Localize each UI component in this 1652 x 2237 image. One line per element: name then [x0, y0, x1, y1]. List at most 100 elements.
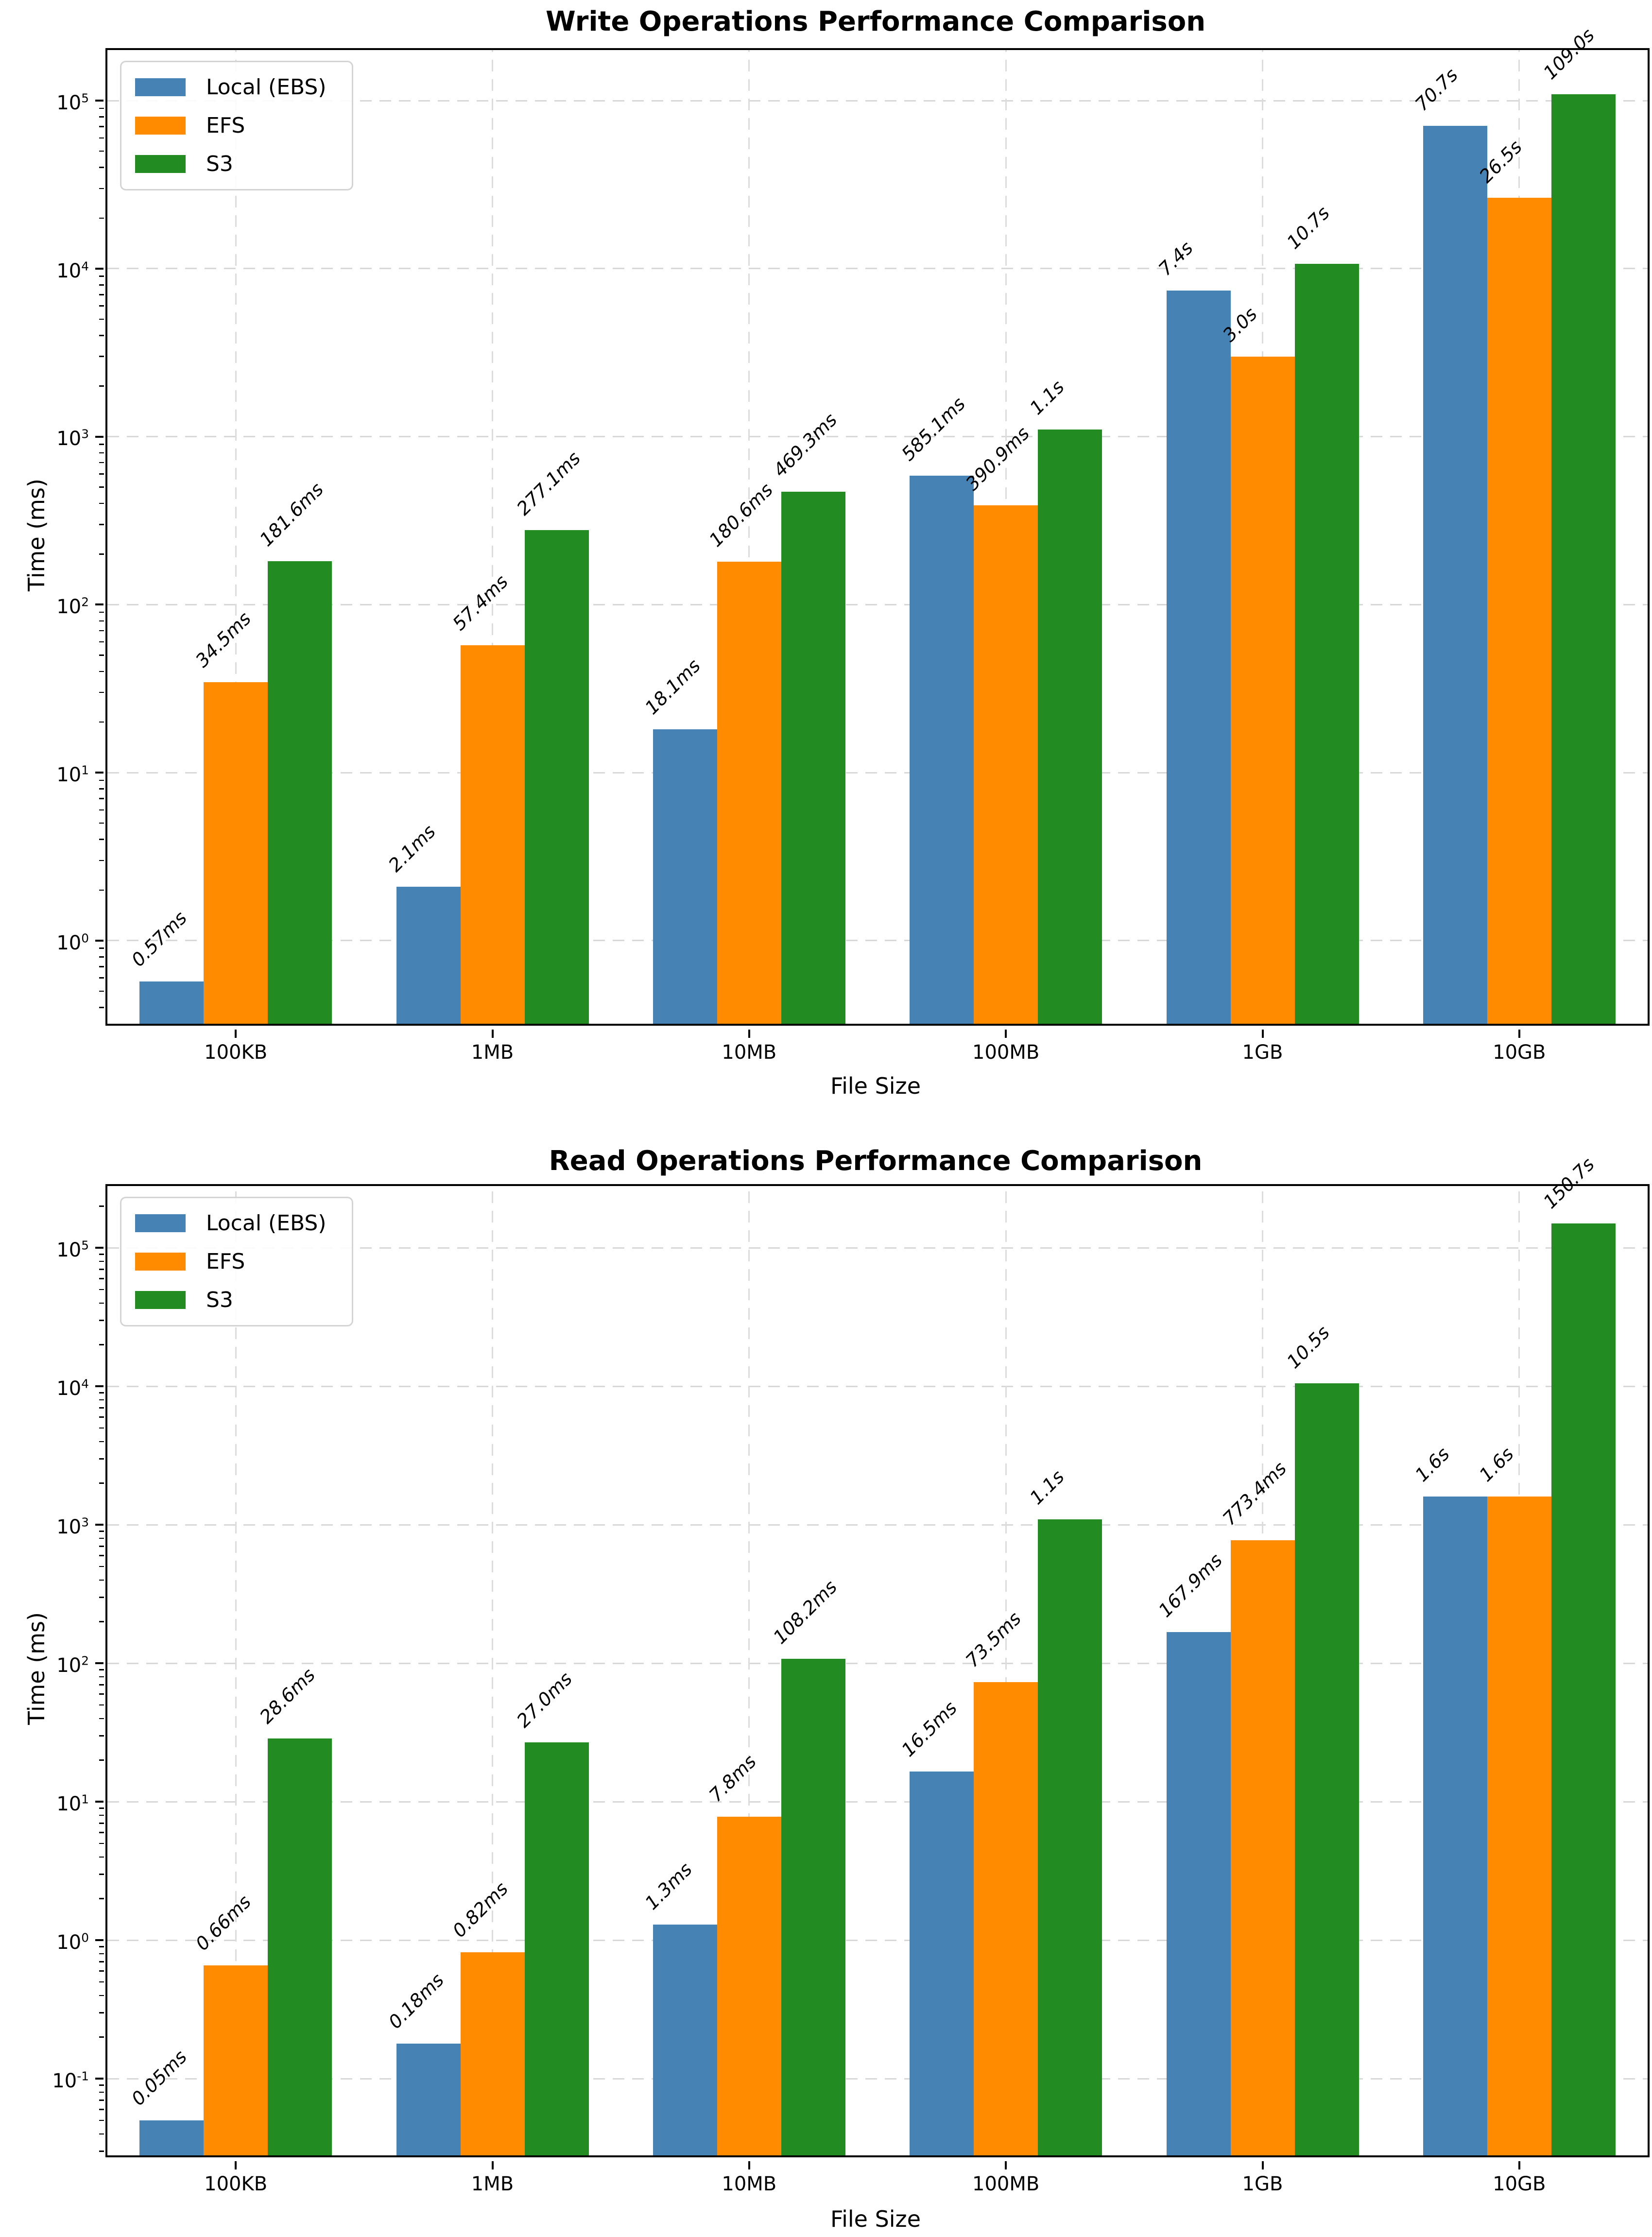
y-minor-tick [99, 2109, 104, 2110]
y-minor-tick [99, 1441, 104, 1443]
legend: Local (EBS) EFS S3 [120, 61, 353, 190]
x-tick [1005, 1030, 1007, 1038]
bar-local-ebs--1gb [1166, 291, 1231, 1024]
bar-value-label: 2.1ms [384, 820, 440, 876]
y-minor-tick [99, 150, 104, 152]
y-minor-tick [99, 1669, 104, 1670]
x-tick [491, 1030, 494, 1038]
y-minor-tick [99, 671, 104, 672]
bar-efs-10mb [717, 1817, 781, 2155]
y-minor-tick [99, 1684, 104, 1686]
y-minor-tick [99, 116, 104, 118]
y-minor-tick [99, 1704, 104, 1706]
bar-value-label: 0.66ms [191, 1891, 256, 1955]
y-minor-tick [99, 1278, 104, 1279]
y-minor-tick [99, 1759, 104, 1761]
y-minor-tick [99, 502, 104, 504]
bar-value-label: 10.7s [1282, 202, 1334, 253]
x-gridline [748, 50, 750, 1024]
bar-local-ebs--100kb [139, 981, 204, 1024]
plot-area-read: 10-1 100 101 102 103 104 105 100KB 1MB 10MB 100MB 1… [52, 1153, 1650, 2195]
y-minor-tick [99, 1566, 104, 1567]
y-tick-label: 102 [56, 1653, 89, 1677]
y-minor-tick [99, 2151, 104, 2152]
y-minor-tick [99, 335, 104, 336]
x-tick-label: 100MB [972, 2173, 1040, 2195]
y-minor-tick [99, 217, 104, 219]
y-minor-tick [99, 452, 104, 454]
y-minor-tick [99, 611, 104, 613]
x-tick-label: 1GB [1242, 1041, 1283, 1064]
x-tick [1518, 1030, 1520, 1038]
y-minor-tick [99, 956, 104, 958]
legend-item: EFS [135, 1249, 327, 1274]
y-minor-tick [99, 1427, 104, 1429]
y-minor-tick [99, 839, 104, 840]
y-minor-tick [99, 1269, 104, 1270]
bar-value-label: 1.1s [1026, 376, 1068, 419]
write-operations-chart: Write Operations Performance Comparison … [0, 0, 1652, 1118]
x-tick [235, 1030, 237, 1038]
y-minor-tick [99, 1823, 104, 1824]
y-major-tick [95, 1662, 103, 1665]
y-tick-label: 104 [56, 1377, 89, 1400]
y-gridline [107, 1662, 1648, 1664]
x-tick-label: 100KB [204, 2173, 268, 2195]
y-minor-tick [99, 2099, 104, 2101]
bar-local-ebs--100mb [910, 476, 974, 1024]
y-tick-label: 104 [56, 259, 89, 282]
y-minor-tick [99, 553, 104, 555]
bar-value-label: 7.8ms [705, 1751, 760, 1807]
y-gridline [107, 1524, 1648, 1526]
y-minor-tick [99, 1260, 104, 1262]
bar-s3-10mb [781, 1658, 845, 2155]
y-minor-tick [99, 654, 104, 656]
x-tick-label: 1MB [471, 1041, 514, 1064]
y-minor-tick [99, 1254, 104, 1255]
bar-local-ebs--10mb [653, 729, 717, 1024]
bar-efs-1mb [460, 645, 525, 1024]
y-minor-tick [99, 1392, 104, 1394]
bar-efs-1gb [1230, 356, 1295, 1024]
bar-efs-100mb [974, 505, 1038, 1024]
x-tick-label: 10MB [722, 2173, 777, 2195]
y-minor-tick [99, 462, 104, 464]
y-minor-tick [99, 1579, 104, 1581]
y-minor-tick [99, 966, 104, 967]
bar-s3-100kb [268, 561, 332, 1024]
y-minor-tick [99, 691, 104, 693]
bar-value-label: 16.5ms [897, 1697, 962, 1761]
y-major-tick [95, 1385, 103, 1388]
bar-value-label: 57.4ms [448, 570, 512, 635]
x-gridline [1005, 1186, 1007, 2155]
legend-label: EFS [206, 113, 245, 138]
y-minor-tick [99, 990, 104, 992]
bar-s3-100kb [268, 1738, 332, 2155]
legend-item: S3 [135, 1288, 327, 1312]
bar-efs-1gb [1230, 1540, 1295, 2155]
y-minor-tick [99, 1621, 104, 1622]
x-tick [1261, 2161, 1264, 2169]
bar-s3-100mb [1038, 1519, 1102, 2155]
bar-local-ebs--1mb [396, 2043, 461, 2155]
y-minor-tick [99, 137, 104, 139]
y-gridline [107, 100, 1648, 102]
bar-value-label: 0.57ms [127, 907, 191, 971]
y-major-tick [95, 1939, 103, 1942]
y-minor-tick [99, 1399, 104, 1401]
y-minor-tick [99, 1898, 104, 1899]
y-minor-tick [99, 294, 104, 295]
y-minor-tick [99, 486, 104, 488]
y-axis-label: Time (ms) [23, 1612, 50, 1725]
y-minor-tick [99, 2084, 104, 2086]
y-minor-tick [99, 2091, 104, 2093]
y-tick-label: 102 [56, 595, 89, 619]
chart-title: Write Operations Performance Comparison [545, 6, 1206, 37]
y-minor-tick [99, 889, 104, 891]
y-minor-tick [99, 1735, 104, 1737]
y-minor-tick [99, 2119, 104, 2121]
y-minor-tick [99, 1981, 104, 1983]
bar-local-ebs--10gb [1423, 126, 1487, 1024]
y-gridline [107, 603, 1648, 605]
x-tick [748, 1030, 750, 1038]
